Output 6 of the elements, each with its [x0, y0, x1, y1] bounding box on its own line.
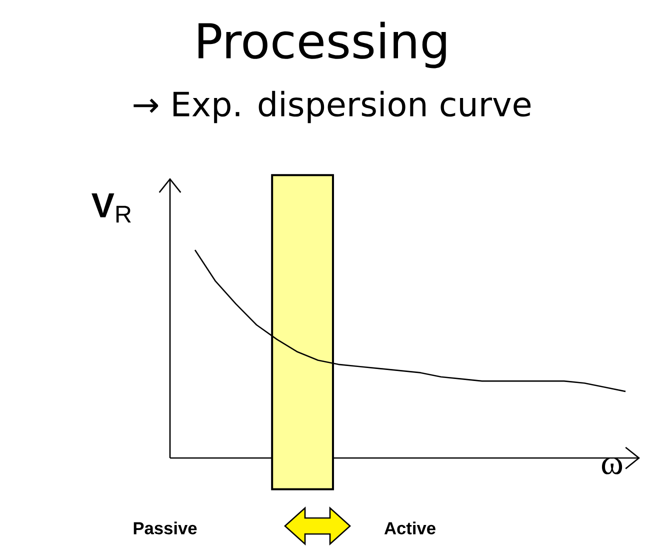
- chart-title: Processing: [198, 22, 446, 68]
- y-axis-title: V$_{R}$: [92, 193, 131, 223]
- text: Active: [384, 522, 436, 534]
- x-axis-title: ω: [602, 458, 622, 474]
- text: Passive: [134, 522, 197, 534]
- chart-subtitle: → Exp. dispersion curve: [134, 90, 531, 124]
